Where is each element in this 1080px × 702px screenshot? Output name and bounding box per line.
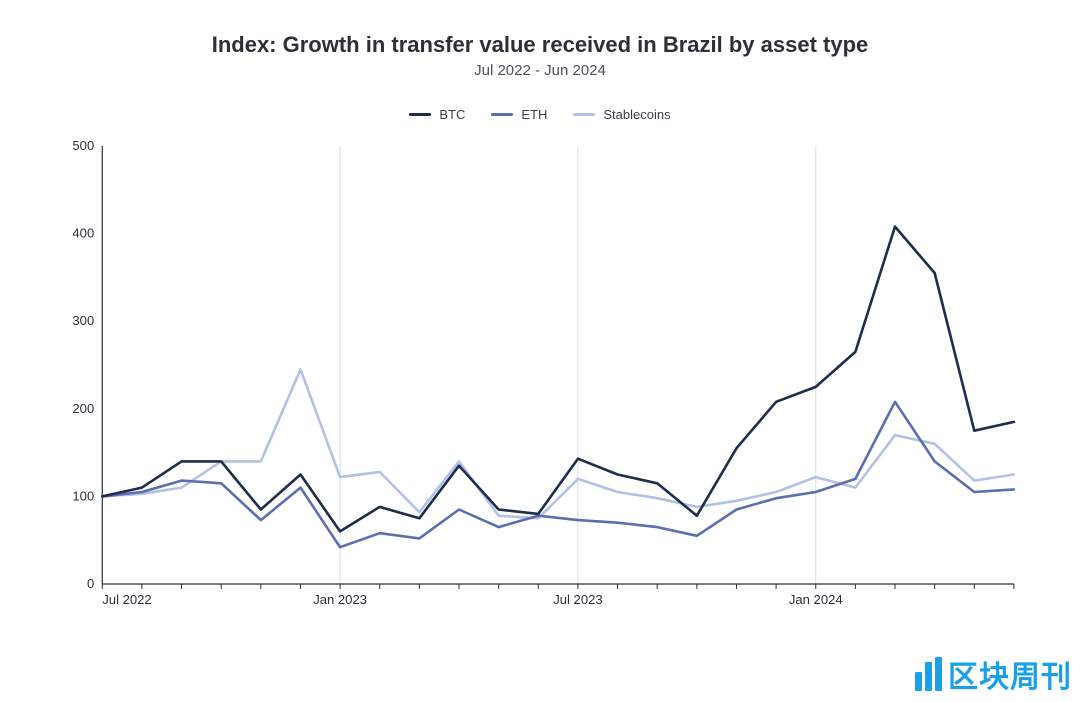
legend-label: ETH [521,107,547,122]
series-line-eth [102,402,1014,547]
legend-item-stable: Stablecoins [573,107,670,122]
series-line-stable [102,369,1014,518]
logo-bars-icon [915,657,942,691]
plot-area: 0 100 200 300 400 500 Jul 2022 Jan 2023 Jul 2023… [58,138,1024,618]
series-line-btc [102,227,1014,532]
watermark-logo: 区块周刊 [915,652,1072,696]
x-tick-label: Jul 2023 [553,592,602,607]
legend-item-eth: ETH [491,107,547,122]
x-tick-label: Jan 2023 [313,592,367,607]
chart-title: Index: Growth in transfer value received… [28,32,1052,58]
chart-subtitle: Jul 2022 - Jun 2024 [28,62,1052,79]
legend-swatch-icon [491,113,513,116]
y-tick-label: 100 [72,488,94,503]
legend-swatch-icon [409,113,431,116]
legend: BTC ETH Stablecoins [28,107,1052,122]
y-tick-label: 200 [72,401,94,416]
y-tick-label: 500 [72,138,94,153]
legend-label: Stablecoins [603,107,670,122]
line-chart-svg: 0 100 200 300 400 500 Jul 2022 Jan 2023 Jul 2023… [58,138,1024,618]
y-tick-label: 400 [72,226,94,241]
legend-item-btc: BTC [409,107,465,122]
x-tick-label: Jan 2024 [789,592,843,607]
x-tick-label: Jul 2022 [102,592,151,607]
logo-text: 区块周刊 [948,652,1072,696]
chart-card: Index: Growth in transfer value received… [0,0,1080,702]
legend-label: BTC [439,107,465,122]
y-tick-label: 0 [87,576,94,591]
y-tick-label: 300 [72,313,94,328]
legend-swatch-icon [573,113,595,116]
